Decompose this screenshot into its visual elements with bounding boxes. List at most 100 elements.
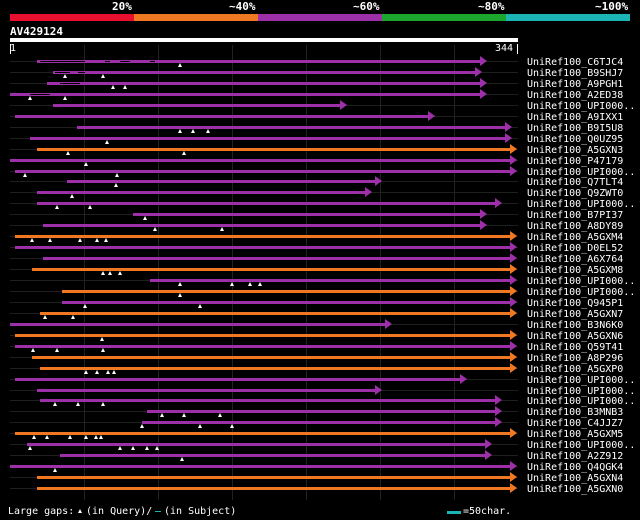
- hit-bar[interactable]: [10, 93, 480, 96]
- query-gap-marker-icon: [155, 446, 159, 450]
- hit-label[interactable]: UniRef100_UPI000..: [527, 375, 636, 386]
- hit-label[interactable]: UniRef100_A6X764: [527, 254, 624, 265]
- hit-bar[interactable]: [37, 389, 375, 392]
- hit-bar[interactable]: [142, 421, 495, 424]
- hit-bar[interactable]: [10, 159, 510, 162]
- hit-label[interactable]: UniRef100_A5GXN0: [527, 484, 624, 495]
- hit-label[interactable]: UniRef100_A8P296: [527, 353, 624, 364]
- query-gap-marker-icon: [118, 446, 122, 450]
- hit-bar[interactable]: [53, 71, 475, 74]
- hit-label[interactable]: UniRef100_UPI000..: [527, 386, 636, 397]
- query-gap-marker-icon: [105, 140, 109, 144]
- hit-bar[interactable]: [15, 235, 510, 238]
- hit-bar[interactable]: [40, 367, 510, 370]
- hit-bar[interactable]: [15, 246, 510, 249]
- hit-label[interactable]: UniRef100_UPI000..: [527, 440, 636, 451]
- hit-bar[interactable]: [37, 476, 510, 479]
- hit-bar[interactable]: [37, 191, 365, 194]
- query-gap-marker-icon: [101, 74, 105, 78]
- hit-label[interactable]: UniRef100_B9I5U8: [527, 123, 624, 134]
- hit-label[interactable]: UniRef100_D0EL52: [527, 243, 624, 254]
- hit-label[interactable]: UniRef100_C4JJZ7: [527, 418, 624, 429]
- hit-bar[interactable]: [62, 290, 510, 293]
- query-gap-marker-icon: [28, 96, 32, 100]
- hit-label[interactable]: UniRef100_UPI000..: [527, 167, 636, 178]
- hit-label[interactable]: UniRef100_A5GXM8: [527, 265, 624, 276]
- hit-label[interactable]: UniRef100_Q0UZ95: [527, 134, 624, 145]
- hit-bar[interactable]: [15, 115, 428, 118]
- hit-label[interactable]: UniRef100_Q9ZWT0: [527, 188, 624, 199]
- hit-bar[interactable]: [15, 432, 510, 435]
- hit-bar[interactable]: [15, 378, 460, 381]
- hit-label[interactable]: UniRef100_A5GXM5: [527, 429, 624, 440]
- hit-label[interactable]: UniRef100_A5GXN6: [527, 331, 624, 342]
- hit-label[interactable]: UniRef100_A2Z912: [527, 451, 624, 462]
- hit-label[interactable]: UniRef100_Q59T41: [527, 342, 624, 353]
- hit-label[interactable]: UniRef100_B9SHJ7: [527, 68, 624, 79]
- hit-bar[interactable]: [43, 257, 510, 260]
- hit-bar[interactable]: [133, 213, 480, 216]
- hit-bar[interactable]: [40, 399, 495, 402]
- hit-bar[interactable]: [10, 465, 510, 468]
- hit-label[interactable]: UniRef100_A9IXX1: [527, 112, 624, 123]
- hit-bar[interactable]: [62, 301, 510, 304]
- hit-bar[interactable]: [147, 410, 495, 413]
- hit-bar[interactable]: [43, 224, 480, 227]
- hit-bar[interactable]: [15, 170, 510, 173]
- hit-label[interactable]: UniRef100_A2ED38: [527, 90, 624, 101]
- hit-bar[interactable]: [37, 487, 510, 490]
- hit-label[interactable]: UniRef100_B7PI37: [527, 210, 624, 221]
- hit-label[interactable]: UniRef100_Q4QGK4: [527, 462, 624, 473]
- hit-bar[interactable]: [37, 202, 495, 205]
- hit-bar[interactable]: [32, 268, 510, 271]
- grid-line: [380, 45, 381, 500]
- hit-label[interactable]: UniRef100_C6TJC4: [527, 57, 624, 68]
- grid-line: [158, 45, 159, 500]
- hit-bar[interactable]: [37, 60, 480, 63]
- hit-end-arrow-icon: [510, 286, 517, 296]
- hit-label[interactable]: UniRef100_A5GXP0: [527, 364, 624, 375]
- hit-label[interactable]: UniRef100_UPI000..: [527, 199, 636, 210]
- hit-label[interactable]: UniRef100_A5GXN4: [527, 473, 624, 484]
- hit-bar[interactable]: [40, 312, 510, 315]
- hit-bar[interactable]: [53, 104, 340, 107]
- query-gap-marker-icon: [43, 315, 47, 319]
- hit-bar[interactable]: [150, 279, 510, 282]
- footer-query-gap-label: (in Query)/: [86, 506, 153, 517]
- hit-bar[interactable]: [30, 137, 505, 140]
- hit-bar[interactable]: [60, 454, 485, 457]
- hit-label[interactable]: UniRef100_Q945P1: [527, 298, 624, 309]
- hit-bar[interactable]: [15, 345, 510, 348]
- query-gap-marker-icon: [145, 446, 149, 450]
- hit-label[interactable]: UniRef100_B3MNB3: [527, 407, 624, 418]
- hit-bar[interactable]: [32, 356, 510, 359]
- hit-label[interactable]: UniRef100_A5GXM4: [527, 232, 624, 243]
- hit-bar[interactable]: [27, 443, 485, 446]
- hit-label[interactable]: UniRef100_UPI000..: [527, 396, 636, 407]
- hit-label[interactable]: UniRef100_UPI000..: [527, 287, 636, 298]
- legend-bar-cyan: [506, 14, 630, 21]
- query-gap-marker-icon: [178, 129, 182, 133]
- hit-label[interactable]: UniRef100_A5GXN3: [527, 145, 624, 156]
- query-gap-marker-icon: [178, 63, 182, 67]
- hit-label[interactable]: UniRef100_UPI000..: [527, 101, 636, 112]
- hit-label[interactable]: UniRef100_A5GXN7: [527, 309, 624, 320]
- hit-label[interactable]: UniRef100_P47179: [527, 156, 624, 167]
- hit-label[interactable]: UniRef100_A9PGH1: [527, 79, 624, 90]
- hit-end-arrow-icon: [510, 155, 517, 165]
- hit-label[interactable]: UniRef100_B3N6K0: [527, 320, 624, 331]
- hit-label[interactable]: UniRef100_Q7TLT4: [527, 177, 624, 188]
- hit-bar[interactable]: [37, 148, 510, 151]
- subject-gap: [120, 61, 130, 62]
- query-bar: [10, 38, 518, 42]
- hit-bar[interactable]: [67, 180, 375, 183]
- subject-gap: [105, 61, 110, 62]
- hit-bar[interactable]: [47, 82, 480, 85]
- hit-bar[interactable]: [77, 126, 505, 129]
- ruler-end-mark: [517, 44, 518, 54]
- query-gap-marker-icon: [76, 402, 80, 406]
- hit-bar[interactable]: [10, 323, 385, 326]
- hit-label[interactable]: UniRef100_A8DY89: [527, 221, 624, 232]
- hit-label[interactable]: UniRef100_UPI000..: [527, 276, 636, 287]
- hit-bar[interactable]: [15, 334, 510, 337]
